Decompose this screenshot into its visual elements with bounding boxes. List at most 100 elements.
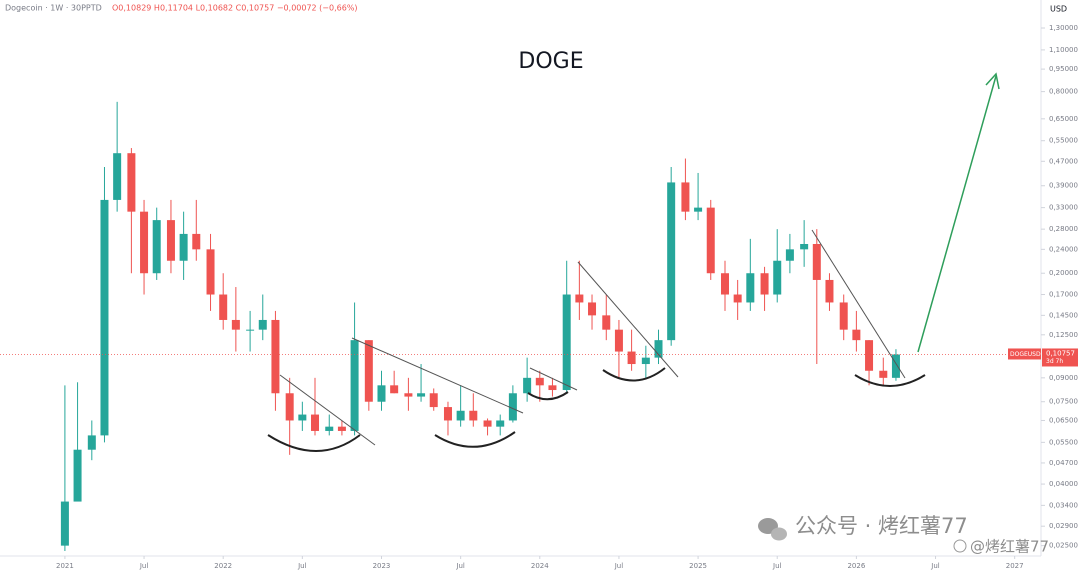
y-tick-label: 0,95000 <box>1049 65 1078 73</box>
candle-body <box>443 407 452 421</box>
rounding-arc <box>854 374 926 387</box>
x-tick-label: Jul <box>614 562 624 570</box>
y-tick-label: 0,02900 <box>1049 522 1078 530</box>
price-tag-symbol-bg <box>1008 348 1041 360</box>
candle-body <box>377 385 386 402</box>
candle-body <box>879 370 888 378</box>
candle-body <box>364 340 373 402</box>
currency: USD <box>1050 5 1067 14</box>
x-tick-label: 2021 <box>56 562 74 570</box>
candle-body <box>246 329 255 331</box>
arrow-head <box>985 72 1000 90</box>
y-tick-label: 0,47000 <box>1049 157 1078 165</box>
candle-body <box>231 319 240 330</box>
candle-body <box>627 351 636 365</box>
candle-body <box>800 243 809 250</box>
trend-line <box>811 229 906 379</box>
price-tag-bg <box>1042 348 1078 367</box>
watermark-text: 公众号 · 烤红薯77 <box>795 514 968 538</box>
candle-body <box>87 435 96 450</box>
trend-line <box>529 367 578 391</box>
x-tick-label: Jul <box>455 562 465 570</box>
x-tick-label: Jul <box>772 562 782 570</box>
candle-body <box>456 410 465 421</box>
candle-body <box>523 377 532 394</box>
x-tick-label: Jul <box>139 562 149 570</box>
candle-body <box>694 207 703 212</box>
candle-body <box>337 426 346 431</box>
handle-icon <box>953 539 967 553</box>
x-tick-label: 2022 <box>214 562 232 570</box>
x-tick-label: 2027 <box>1006 562 1024 570</box>
x-tick-label: Jul <box>297 562 307 570</box>
candle-body <box>60 501 69 546</box>
candle-body <box>166 220 175 261</box>
y-tick-label: 0,33000 <box>1049 204 1078 212</box>
candle-body <box>192 233 201 250</box>
candle-body <box>535 377 544 386</box>
y-tick-label: 0,03400 <box>1049 501 1078 509</box>
y-tick-label: 0,02500 <box>1049 542 1078 550</box>
candle-body <box>681 182 690 212</box>
x-tick-label: 2024 <box>531 562 549 570</box>
target-arrow <box>917 75 997 353</box>
y-tick-label: 0,14500 <box>1049 311 1078 319</box>
candle-body <box>588 302 597 316</box>
y-tick-label: 0,39000 <box>1049 182 1078 190</box>
chart-title: DOGE <box>518 49 583 74</box>
candle-body <box>706 207 715 274</box>
rounding-arc <box>602 367 666 382</box>
candle-body <box>825 279 834 303</box>
candle-body <box>773 260 782 295</box>
watermark-handle: @烤红薯77 <box>970 538 1049 556</box>
candle-body <box>562 294 571 391</box>
ohlc-text: O0,10829 H0,11704 L0,10682 C0,10757 −0,0… <box>112 4 358 13</box>
candle-body <box>417 393 426 397</box>
y-tick-label: 0,24000 <box>1049 245 1078 253</box>
rounding-arc <box>267 434 361 452</box>
trend-line <box>279 374 376 446</box>
candle-body <box>720 273 729 295</box>
price-tag-symbol: DOGEUSD <box>1010 351 1041 358</box>
price-tag-countdown: 3d 7h <box>1046 358 1063 365</box>
candle-body <box>100 199 109 436</box>
candle-body <box>891 354 900 378</box>
y-tick-label: 1,30000 <box>1049 24 1078 32</box>
candle-body <box>839 302 848 330</box>
y-tick-label: 1,10000 <box>1049 46 1078 54</box>
candle-body <box>469 410 478 421</box>
x-tick-label: 2026 <box>847 562 865 570</box>
candle-body <box>404 393 413 397</box>
candle-body <box>206 249 215 295</box>
y-tick-label: 0,65000 <box>1049 115 1078 123</box>
y-tick-label: 0,05500 <box>1049 438 1078 446</box>
candle-body <box>654 340 663 358</box>
candle-body <box>152 220 161 274</box>
candle-body <box>311 414 320 431</box>
candle-body <box>548 385 557 391</box>
y-tick-label: 0,17000 <box>1049 291 1078 299</box>
x-tick-label: Jul <box>930 562 940 570</box>
drawings <box>267 72 1000 452</box>
y-tick-label: 0,09000 <box>1049 374 1078 382</box>
watermark: 公众号 · 烤红薯77 @烤红薯77 <box>758 514 1049 556</box>
x-tick-label: 2023 <box>373 562 391 570</box>
candle-body <box>390 385 399 394</box>
candle-body <box>325 426 334 431</box>
candle-body <box>785 249 794 261</box>
x-tick-label: 2025 <box>689 562 707 570</box>
candle-body <box>575 294 584 303</box>
candle-body <box>812 243 821 280</box>
candle-body <box>429 393 438 408</box>
candle-body <box>852 329 861 341</box>
trend-line <box>351 337 524 414</box>
y-tick-label: 0,55000 <box>1049 137 1078 145</box>
candle-body <box>760 273 769 295</box>
candle-body <box>746 273 755 303</box>
rounding-arc <box>527 391 569 401</box>
candle-body <box>127 153 136 212</box>
candle-body <box>140 211 149 274</box>
y-tick-label: 0,28000 <box>1049 225 1078 233</box>
trend-line <box>577 261 679 378</box>
